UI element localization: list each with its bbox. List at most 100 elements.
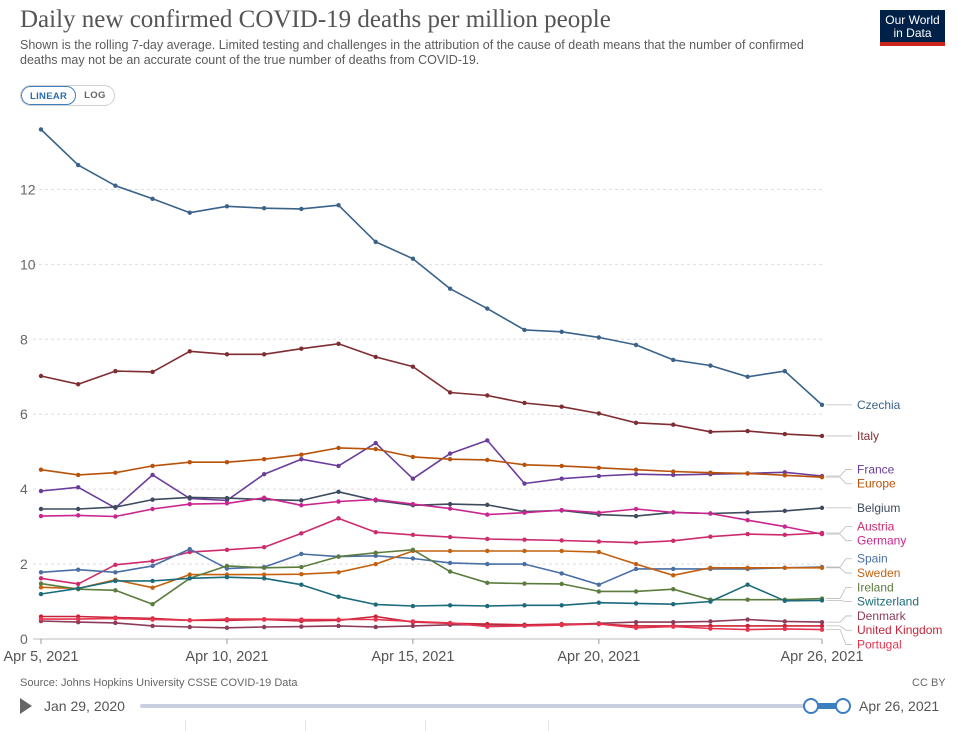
data-point [150, 601, 155, 607]
data-point [261, 545, 267, 550]
data-point [559, 581, 564, 587]
data-point [447, 569, 453, 574]
data-point [745, 582, 750, 587]
data-point [819, 627, 825, 632]
data-point [187, 546, 192, 552]
data-point [336, 489, 341, 494]
data-point [373, 617, 378, 622]
series-line-europe [40, 447, 823, 478]
series-label: United Kingdom [857, 623, 942, 637]
series-line-germany [40, 496, 823, 535]
data-point [485, 603, 490, 609]
label-connector [826, 533, 852, 542]
data-point [596, 549, 602, 555]
data-point [708, 534, 713, 539]
data-point [671, 566, 676, 572]
data-point [447, 451, 453, 456]
label-connector [826, 615, 852, 623]
series-line-italy [40, 342, 823, 437]
data-point [336, 516, 341, 521]
data-point [336, 463, 341, 469]
data-point [745, 597, 750, 602]
data-point [150, 617, 155, 622]
timeline-end-handle[interactable] [835, 698, 851, 714]
data-point [522, 603, 527, 608]
data-point [447, 286, 453, 291]
label-connector [826, 629, 852, 645]
data-point [485, 536, 490, 542]
data-point [559, 329, 564, 334]
data-point [671, 573, 676, 578]
data-point [633, 566, 639, 572]
data-point [261, 352, 267, 357]
chart-grid [33, 188, 822, 640]
data-point [633, 589, 639, 594]
data-point [38, 576, 44, 581]
data-point [671, 538, 676, 544]
x-tick-label: Apr 5, 2021 [4, 649, 79, 665]
data-point [336, 445, 341, 451]
log-scale-button[interactable]: LOG [84, 90, 106, 101]
data-point [410, 501, 416, 507]
data-point [745, 617, 750, 622]
data-point [819, 565, 825, 571]
data-point [113, 578, 118, 584]
data-point [633, 625, 639, 630]
linear-scale-button[interactable]: LINEAR [21, 86, 77, 105]
source-note[interactable]: Source: Johns Hopkins University CSSE CO… [20, 677, 298, 689]
data-point [150, 472, 155, 478]
data-point [373, 239, 378, 245]
data-point [150, 497, 155, 502]
data-point [410, 256, 416, 261]
logo-line2: in Data [893, 26, 932, 40]
data-point [113, 616, 118, 621]
data-point [373, 602, 378, 607]
data-point [38, 127, 44, 132]
timeline-track[interactable] [140, 704, 842, 708]
data-point [782, 619, 788, 624]
data-point [150, 506, 155, 512]
data-point [485, 502, 490, 508]
series-line-denmark [40, 618, 823, 629]
data-point [745, 518, 750, 523]
data-point [261, 624, 267, 630]
data-point [596, 582, 602, 587]
data-point [596, 621, 602, 627]
timeline[interactable]: Jan 29, 2020 Apr 26, 2021 [0, 693, 957, 719]
data-point [559, 571, 564, 576]
data-point [336, 617, 341, 622]
y-tick-label: 6 [20, 406, 28, 422]
data-point [150, 585, 155, 590]
data-point [671, 357, 676, 363]
series-label: France [857, 462, 895, 476]
series-label: Sweden [857, 566, 900, 580]
data-point [75, 472, 81, 478]
data-point [485, 457, 490, 463]
series-label: Denmark [857, 609, 907, 623]
data-point [410, 619, 416, 624]
series-label: Czechia [857, 398, 901, 412]
data-point [819, 505, 825, 511]
y-axis: 0 2 4 6 8 10 12 [20, 181, 36, 647]
data-point [373, 446, 378, 452]
data-point [671, 469, 676, 474]
play-icon[interactable] [20, 698, 32, 714]
data-point [745, 374, 750, 379]
data-point [187, 495, 192, 500]
x-tick-label: Apr 20, 2021 [557, 649, 640, 665]
data-point [559, 463, 564, 469]
data-point [522, 537, 527, 542]
data-point [559, 538, 564, 543]
owid-logo[interactable]: Our World in Data [880, 10, 945, 46]
data-point [819, 598, 825, 603]
data-point [559, 548, 564, 554]
scale-toggle[interactable]: LINEAR LOG [20, 85, 115, 106]
tab-bar-edge [0, 720, 957, 731]
series-line-portugal [41, 617, 823, 631]
timeline-start-handle[interactable] [803, 698, 819, 714]
data-point [299, 617, 304, 622]
license-badge[interactable]: CC BY [912, 677, 946, 689]
data-point [224, 495, 230, 501]
data-point [410, 532, 416, 538]
